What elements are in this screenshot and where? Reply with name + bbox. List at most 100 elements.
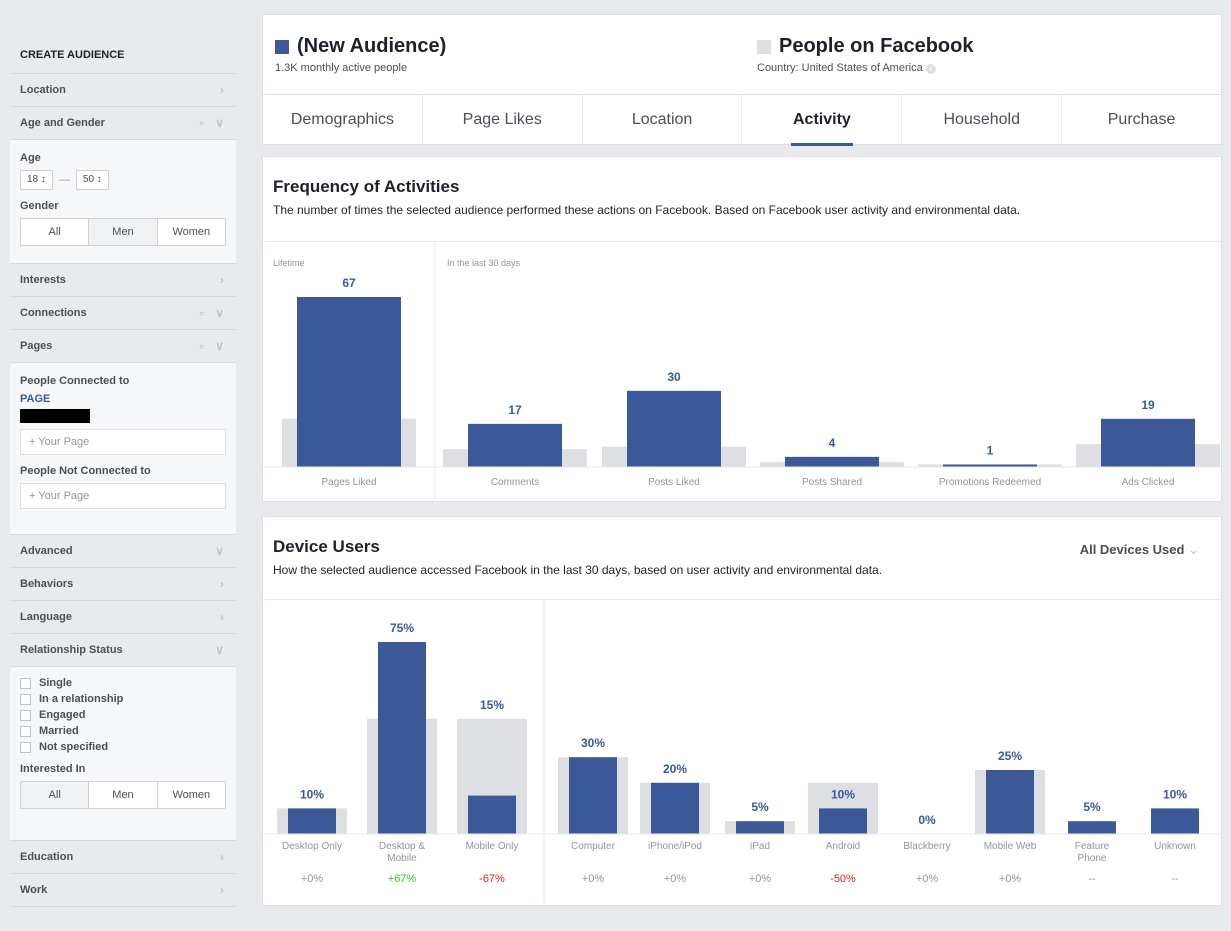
not-connected-page-input[interactable]: + Your Page xyxy=(20,483,226,509)
chevron-right-icon: › xyxy=(220,883,224,897)
sidebar-item-connections[interactable]: Connections ○ ∨ xyxy=(10,297,236,330)
gender-selector: All Men Women xyxy=(20,218,226,246)
category-label: Desktop & xyxy=(379,841,425,852)
tab-household[interactable]: Household xyxy=(902,95,1063,146)
sidebar-item-label: Work xyxy=(20,884,48,896)
sidebar-title: CREATE AUDIENCE xyxy=(10,38,236,74)
sidebar-item-label: Location xyxy=(20,84,66,96)
audience-bar xyxy=(627,390,721,467)
frequency-description: The number of times the selected audienc… xyxy=(273,203,1021,217)
relationship-option[interactable]: Engaged xyxy=(20,709,226,721)
difference-label: +0% xyxy=(582,873,605,885)
sidebar-item-label: Advanced xyxy=(20,545,73,557)
checkbox[interactable] xyxy=(20,693,31,705)
gender-option-men[interactable]: Men xyxy=(89,219,158,245)
audience-bar xyxy=(297,297,401,467)
sidebar-item-label: Behaviors xyxy=(20,578,74,590)
category-label: Mobile Web xyxy=(984,841,1037,852)
tab-activity[interactable]: Activity xyxy=(742,95,903,146)
checkbox-label: Engaged xyxy=(39,709,86,721)
info-icon[interactable]: i xyxy=(925,64,936,74)
checkbox-label: Not specified xyxy=(39,741,109,753)
sidebar-item-work[interactable]: Work › xyxy=(10,874,236,907)
category-label: Android xyxy=(826,841,860,852)
relationship-option[interactable]: Single xyxy=(20,677,226,689)
audience-bar xyxy=(986,770,1034,834)
interested-in-selector: All Men Women xyxy=(20,781,226,809)
sidebar-item-pages[interactable]: Pages ○ ∨ xyxy=(10,330,236,363)
sidebar-item-label: Relationship Status xyxy=(20,644,123,656)
input-placeholder: Your Page xyxy=(38,490,90,502)
difference-label: -67% xyxy=(479,873,505,885)
tab-location[interactable]: Location xyxy=(583,95,743,146)
frequency-chart: Lifetime In the last 30 days 67 Pages Liked… xyxy=(263,242,1221,503)
bar-value-label: 30 xyxy=(667,370,681,384)
bar-value-label: 20% xyxy=(663,762,687,776)
relationship-option[interactable]: Married xyxy=(20,725,226,737)
audience-bar xyxy=(1151,808,1199,834)
bar-value-label: 10% xyxy=(1163,787,1187,801)
interested-option-women[interactable]: Women xyxy=(157,782,225,808)
age-min-select[interactable]: 18 ↕ xyxy=(20,170,53,190)
sidebar-item-education[interactable]: Education › xyxy=(10,841,236,874)
audience-bar xyxy=(288,808,336,834)
active-dot-icon: ○ xyxy=(199,342,204,351)
difference-label: +67% xyxy=(388,873,417,885)
interested-in-label: Interested In xyxy=(20,763,86,775)
category-label: Posts Liked xyxy=(648,477,700,488)
interested-option-all[interactable]: All xyxy=(21,782,90,808)
connected-page-input[interactable]: + Your Page xyxy=(20,429,226,455)
category-label: Mobile xyxy=(387,853,417,864)
category-label: Desktop Only xyxy=(282,841,342,852)
input-placeholder: Your Page xyxy=(38,436,90,448)
checkbox[interactable] xyxy=(20,677,31,689)
interested-option-men[interactable]: Men xyxy=(89,782,158,808)
age-max-select[interactable]: 50 ↕ xyxy=(75,170,109,190)
group-label-30-days: In the last 30 days xyxy=(447,258,521,268)
active-dot-icon: ○ xyxy=(199,309,204,318)
checkbox[interactable] xyxy=(20,741,31,753)
audience-bar xyxy=(1068,821,1116,834)
audience-bar xyxy=(736,821,784,834)
category-label: iPhone/iPod xyxy=(648,841,702,852)
sidebar-item-advanced[interactable]: Advanced ∨ xyxy=(10,535,236,568)
tab-demographics[interactable]: Demographics xyxy=(263,95,423,146)
difference-label: +0% xyxy=(916,873,939,885)
devices-dropdown[interactable]: All Devices Used ⌄ xyxy=(1080,542,1199,558)
gender-option-all[interactable]: All xyxy=(21,219,90,245)
tab-purchase[interactable]: Purchase xyxy=(1107,111,1176,128)
category-label: Pages Liked xyxy=(321,477,376,488)
people-connected-label: People Connected to xyxy=(20,375,130,387)
selected-audience: (New Audience) 1.3K monthly active peopl… xyxy=(275,35,446,74)
sidebar-item-label: Connections xyxy=(20,307,87,319)
sidebar-item-language[interactable]: Language › xyxy=(10,601,236,634)
chevron-down-icon: ∨ xyxy=(215,544,224,558)
compare-name: People on Facebook xyxy=(779,35,974,57)
category-label: Ads Clicked xyxy=(1122,477,1175,488)
group-label-lifetime: Lifetime xyxy=(273,258,305,268)
people-not-connected-label: People Not Connected to xyxy=(20,465,151,477)
audience-size: 1.3K monthly active people xyxy=(275,62,408,74)
device-users-card: Device Users How the selected audience a… xyxy=(262,516,1222,906)
page-link[interactable]: PAGE xyxy=(20,393,51,405)
active-dot-icon: ○ xyxy=(199,119,204,128)
category-label: Mobile Only xyxy=(466,841,519,852)
checkbox[interactable] xyxy=(20,709,31,721)
bar-value-label: 67 xyxy=(342,276,356,290)
sidebar-item-location[interactable]: Location › xyxy=(10,74,236,107)
gender-option-women[interactable]: Women xyxy=(157,219,225,245)
difference-label: -- xyxy=(1171,873,1179,885)
device-users-description: How the selected audience accessed Faceb… xyxy=(273,563,883,577)
bar-value-label: 25% xyxy=(998,749,1022,763)
sidebar-item-interests[interactable]: Interests › xyxy=(10,264,236,297)
sidebar-item-relationship[interactable]: Relationship Status ∨ xyxy=(10,634,236,667)
sidebar-item-behaviors[interactable]: Behaviors › xyxy=(10,568,236,601)
difference-label: +0% xyxy=(301,873,324,885)
checkbox[interactable] xyxy=(20,725,31,737)
relationship-option[interactable]: In a relationship xyxy=(20,693,226,705)
tab-page-likes[interactable]: Page Likes xyxy=(423,95,583,146)
chevron-down-icon: ∨ xyxy=(215,306,224,320)
sidebar-item-age-gender[interactable]: Age and Gender ○ ∨ xyxy=(10,107,236,140)
relationship-option[interactable]: Not specified xyxy=(20,741,226,753)
chevron-right-icon: › xyxy=(220,577,224,591)
